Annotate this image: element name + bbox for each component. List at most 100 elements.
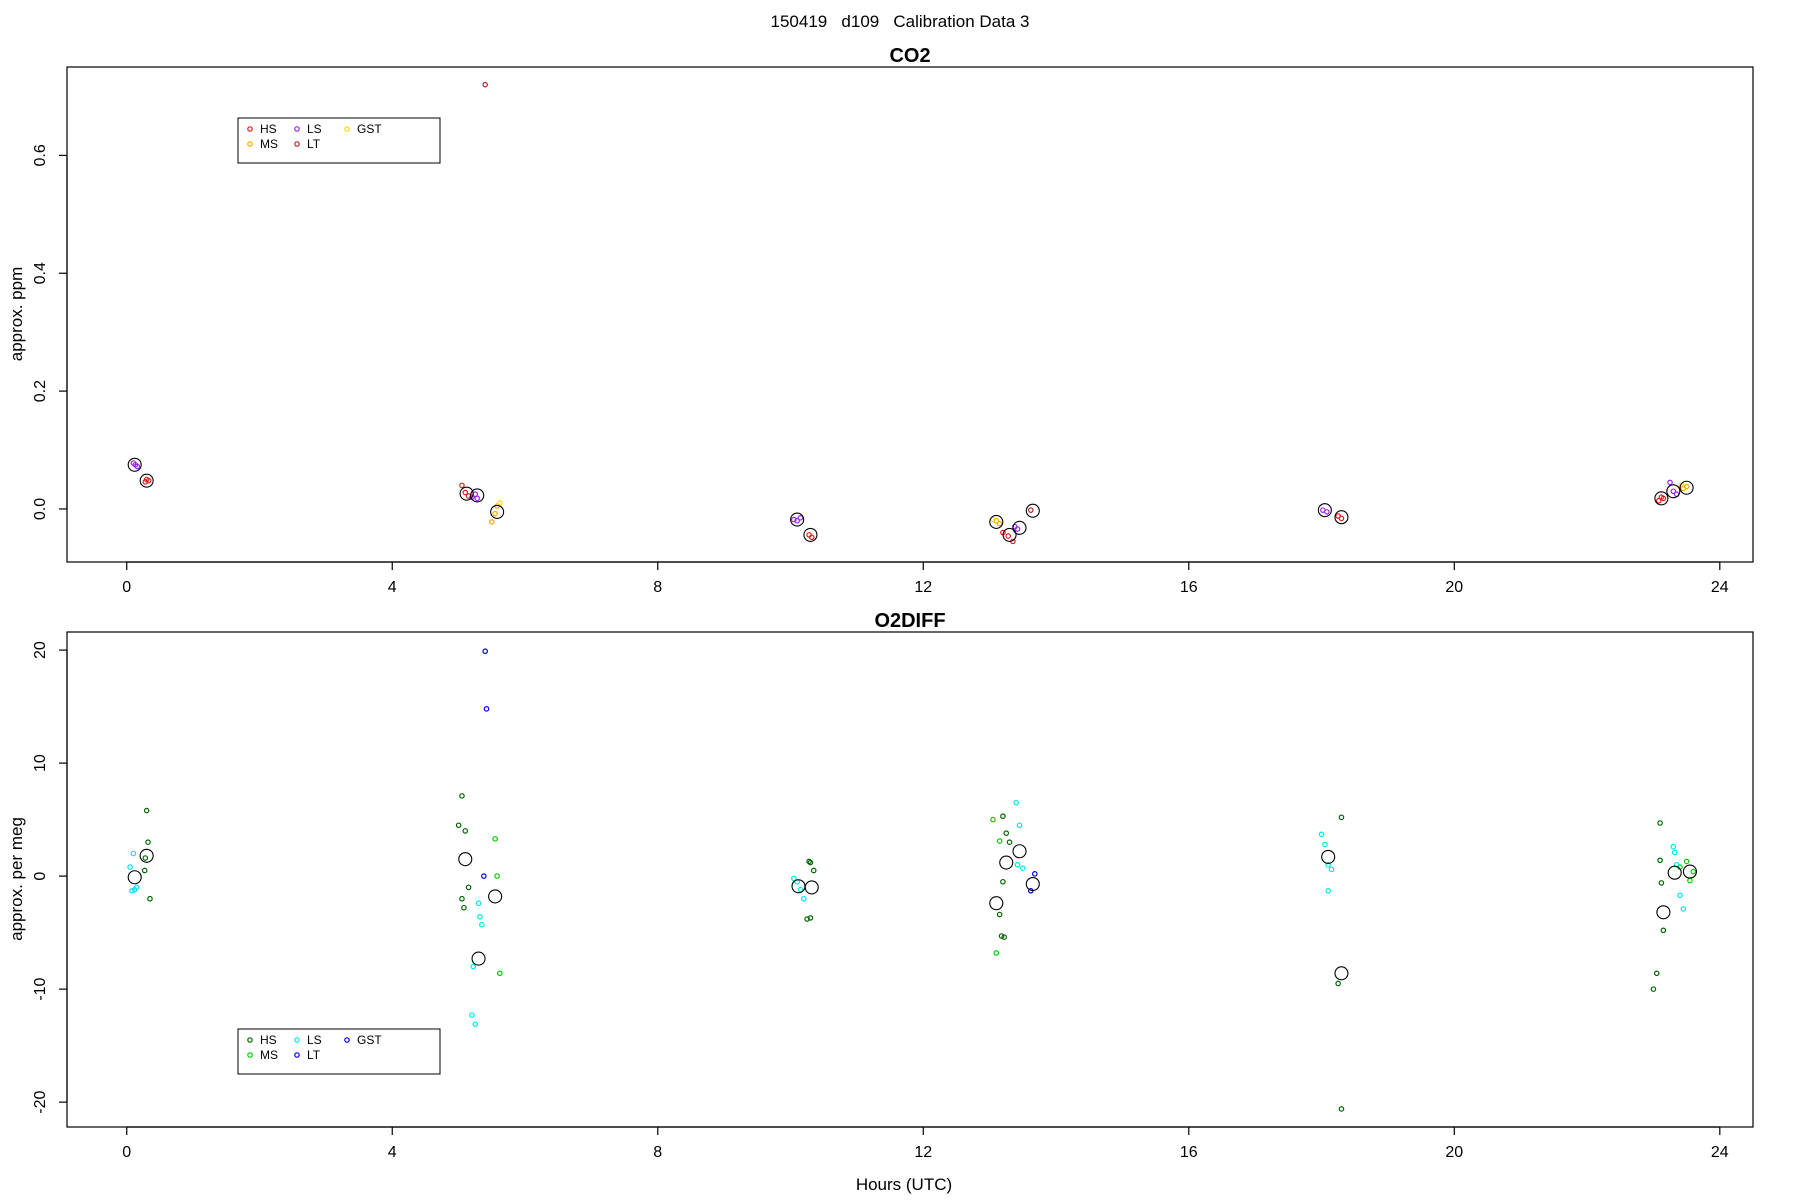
- o2diff-mean-marker: [1025, 876, 1040, 892]
- o2diff-point-hs: [1650, 986, 1657, 992]
- co2-mean-marker: [1654, 491, 1669, 506]
- o2diff-point-hs: [1000, 813, 1006, 820]
- co2-point-hs: [145, 477, 152, 484]
- co2-y-tick-label: 0.2: [32, 380, 49, 402]
- o2diff-legend-marker-lt: [294, 1052, 300, 1058]
- o2diff-legend-label-ms: MS: [260, 1048, 278, 1062]
- o2diff-point-hs: [1006, 839, 1013, 846]
- o2diff-mean-marker: [999, 855, 1014, 870]
- o2diff-point-lt: [482, 648, 488, 655]
- o2diff-legend-box: [237, 1028, 441, 1075]
- co2-point-ls: [134, 463, 141, 470]
- o2diff-mean-marker: [1667, 865, 1682, 880]
- o2diff-point-ms: [1690, 868, 1697, 875]
- co2-legend-label-ms: MS: [260, 137, 278, 151]
- o2diff-x-axis: 0 4 8 12 16 20 24: [122, 1126, 1729, 1161]
- o2diff-point-ls: [800, 895, 807, 902]
- o2diff-panel: O2DIFF approx. per meg Hours (UTC) 0 4 8 12…: [7, 610, 1754, 1194]
- co2-point-ls: [1670, 488, 1677, 495]
- o2diff-point-ls: [469, 1012, 475, 1018]
- o2diff-point-ls: [1318, 831, 1325, 838]
- o2diff-x-tick-label: 8: [653, 1144, 662, 1161]
- co2-legend-marker-ls: [294, 126, 300, 132]
- co2-mean-marker: [803, 527, 818, 542]
- co2-legend-marker-gst: [344, 126, 350, 132]
- o2diff-legend-label-lt: LT: [307, 1048, 321, 1062]
- co2-legend-box: [237, 117, 441, 164]
- o2diff-point-hs: [461, 904, 467, 911]
- o2diff-point-hs: [1658, 880, 1665, 886]
- o2diff-point-hs: [1657, 857, 1663, 864]
- co2-y-tick-label: 0.6: [32, 144, 49, 166]
- co2-panel-title: CO2: [889, 45, 930, 67]
- o2diff-point-ls: [127, 864, 133, 870]
- o2diff-y-tick-label: -10: [32, 977, 49, 1000]
- o2diff-mean-marker: [458, 852, 473, 867]
- o2diff-point-hs: [455, 822, 462, 829]
- co2-point-ls: [1324, 509, 1330, 515]
- co2-legend-label-lt: LT: [307, 137, 321, 151]
- page-title: 150419 d109 Calibration Data 3: [771, 12, 1030, 31]
- o2diff-x-tick-label: 16: [1180, 1144, 1198, 1161]
- o2diff-point-hs: [459, 895, 465, 902]
- o2diff-point-ms: [492, 836, 498, 842]
- co2-point-hs: [1005, 533, 1012, 539]
- o2diff-point-hs: [1003, 830, 1010, 836]
- co2-mean-marker: [1025, 503, 1040, 518]
- o2diff-mean-marker: [989, 896, 1004, 911]
- co2-mean-marker: [1002, 527, 1017, 542]
- co2-x-tick-label: 4: [388, 579, 397, 596]
- co2-mean-marker: [139, 473, 154, 488]
- o2diff-point-ls: [479, 921, 485, 928]
- co2-mean-marker: [490, 504, 505, 519]
- co2-mean-marker: [790, 512, 805, 527]
- co2-legend-marker-hs: [247, 126, 253, 132]
- o2diff-point-ls: [1013, 799, 1020, 806]
- o2diff-point-ls: [1014, 862, 1021, 868]
- co2-mean-marker: [127, 457, 142, 472]
- co2-point-ls: [794, 517, 800, 524]
- o2diff-point-ms: [1683, 858, 1690, 865]
- o2diff-point-hs: [142, 855, 149, 861]
- co2-x-tick-label: 12: [914, 579, 932, 596]
- co2-point-gst: [496, 500, 503, 506]
- o2diff-point-lt: [481, 873, 487, 879]
- o2diff-point-hs: [998, 933, 1005, 939]
- co2-point-ls: [1014, 526, 1021, 532]
- o2diff-mean-marker: [1321, 849, 1336, 864]
- o2diff-point-hs: [1338, 1106, 1345, 1112]
- o2diff-legend-marker-hs: [247, 1037, 253, 1043]
- co2-point-ms: [996, 520, 1003, 527]
- co2-points: [127, 81, 1694, 545]
- o2diff-point-hs: [804, 916, 810, 922]
- o2diff-x-axis-label: Hours (UTC): [856, 1175, 952, 1194]
- o2diff-point-hs: [1338, 814, 1345, 821]
- co2-y-tick-label: 0.0: [32, 498, 49, 520]
- o2diff-point-ms: [990, 816, 996, 823]
- o2diff-y-tick-label: 10: [32, 754, 49, 772]
- o2diff-x-tick-label: 12: [914, 1144, 932, 1161]
- co2-x-tick-label: 8: [653, 579, 662, 596]
- co2-legend-marker-lt: [294, 141, 300, 147]
- o2diff-point-ms: [996, 838, 1003, 844]
- o2diff-point-ls: [1322, 841, 1328, 848]
- o2diff-point-hs: [459, 793, 465, 799]
- o2diff-x-tick-label: 0: [122, 1144, 131, 1161]
- o2diff-point-ms: [1687, 877, 1693, 884]
- o2diff-mean-marker: [127, 870, 142, 885]
- co2-x-tick-label: 16: [1180, 579, 1198, 596]
- o2diff-point-ls: [129, 888, 135, 894]
- o2diff-y-tick-label: 0: [32, 872, 49, 881]
- co2-point-ms: [489, 519, 495, 525]
- co2-point-hs: [808, 534, 815, 541]
- o2diff-legend-marker-ls: [294, 1037, 300, 1043]
- o2diff-point-lt: [483, 706, 490, 712]
- co2-point-hs: [462, 489, 469, 496]
- o2diff-point-ls: [797, 886, 804, 893]
- o2diff-point-hs: [806, 858, 812, 865]
- co2-point-ms: [492, 510, 498, 517]
- o2diff-mean-marker: [1012, 844, 1027, 859]
